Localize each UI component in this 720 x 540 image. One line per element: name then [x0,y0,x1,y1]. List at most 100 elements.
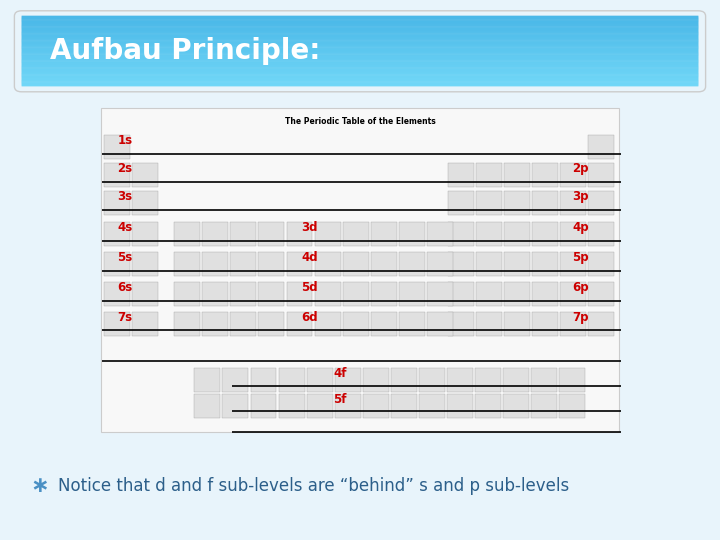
Bar [287,282,312,306]
FancyBboxPatch shape [22,70,698,71]
Text: 4p: 4p [572,221,589,234]
Text: ∗: ∗ [30,476,49,496]
Bar [279,394,305,418]
FancyBboxPatch shape [22,45,698,46]
FancyBboxPatch shape [22,73,698,75]
Bar [476,282,502,306]
Text: 1s: 1s [117,134,132,147]
Bar [476,163,502,187]
Bar [251,368,276,392]
Bar [307,368,333,392]
Bar [174,282,200,306]
Bar [132,191,158,215]
FancyBboxPatch shape [22,39,698,40]
Bar [399,252,425,276]
Bar [448,252,474,276]
Bar [307,394,333,418]
Bar [104,191,130,215]
Text: 7p: 7p [572,311,589,324]
FancyBboxPatch shape [22,37,698,38]
Text: 3d: 3d [301,221,318,234]
Bar [448,163,474,187]
Bar [335,368,361,392]
Bar [504,191,530,215]
Bar [476,312,502,336]
FancyBboxPatch shape [22,62,698,63]
FancyBboxPatch shape [22,30,698,31]
Bar [419,394,445,418]
Bar [132,282,158,306]
Text: 4f: 4f [333,367,347,380]
Text: Aufbau Principle:: Aufbau Principle: [50,37,321,65]
Bar [560,282,586,306]
FancyBboxPatch shape [22,76,698,77]
FancyBboxPatch shape [22,51,698,52]
Bar [560,163,586,187]
FancyBboxPatch shape [22,65,698,66]
Text: 4d: 4d [301,251,318,264]
Text: 5s: 5s [117,251,132,264]
Bar [476,252,502,276]
Bar [532,163,558,187]
FancyBboxPatch shape [22,84,698,85]
Text: 3s: 3s [117,190,132,202]
Bar [504,163,530,187]
Bar [504,252,530,276]
Bar [588,191,614,215]
Bar [371,282,397,306]
Bar [315,252,341,276]
Bar [476,191,502,215]
Bar [104,282,130,306]
Text: 2s: 2s [117,162,132,175]
Bar [447,368,473,392]
Bar [230,252,256,276]
Text: 2p: 2p [572,162,589,175]
Bar [132,252,158,276]
Bar [447,394,473,418]
Bar [391,368,417,392]
Bar [427,222,453,246]
Bar [532,191,558,215]
FancyBboxPatch shape [22,16,698,17]
Text: 5p: 5p [572,251,589,264]
Bar [251,394,276,418]
Bar [427,282,453,306]
Bar [287,222,312,246]
Bar [532,282,558,306]
Bar [504,282,530,306]
Bar [315,282,341,306]
Bar [132,163,158,187]
FancyBboxPatch shape [22,38,698,39]
Text: Notice that d and f sub-levels are “behind” s and p sub-levels: Notice that d and f sub-levels are “behi… [58,477,569,495]
FancyBboxPatch shape [22,81,698,83]
Text: The Periodic Table of the Elements: The Periodic Table of the Elements [284,117,436,126]
FancyBboxPatch shape [22,74,698,76]
Bar [363,368,389,392]
Bar [230,312,256,336]
Text: 5f: 5f [333,393,347,406]
Bar [202,312,228,336]
Bar [532,312,558,336]
Bar [531,394,557,418]
Bar [504,312,530,336]
Bar [371,312,397,336]
FancyBboxPatch shape [22,40,698,42]
FancyBboxPatch shape [22,32,698,33]
Bar [588,312,614,336]
FancyBboxPatch shape [22,57,698,58]
Bar [588,252,614,276]
Bar [194,394,220,418]
Bar [559,394,585,418]
Bar [132,222,158,246]
FancyBboxPatch shape [22,23,698,24]
Text: 4s: 4s [117,221,132,234]
Bar [475,368,501,392]
FancyBboxPatch shape [22,66,698,68]
Bar [202,222,228,246]
Bar [419,368,445,392]
FancyBboxPatch shape [22,55,698,56]
FancyBboxPatch shape [22,25,698,26]
Text: 3p: 3p [572,190,589,202]
Bar [258,282,284,306]
Text: 6d: 6d [301,311,318,324]
